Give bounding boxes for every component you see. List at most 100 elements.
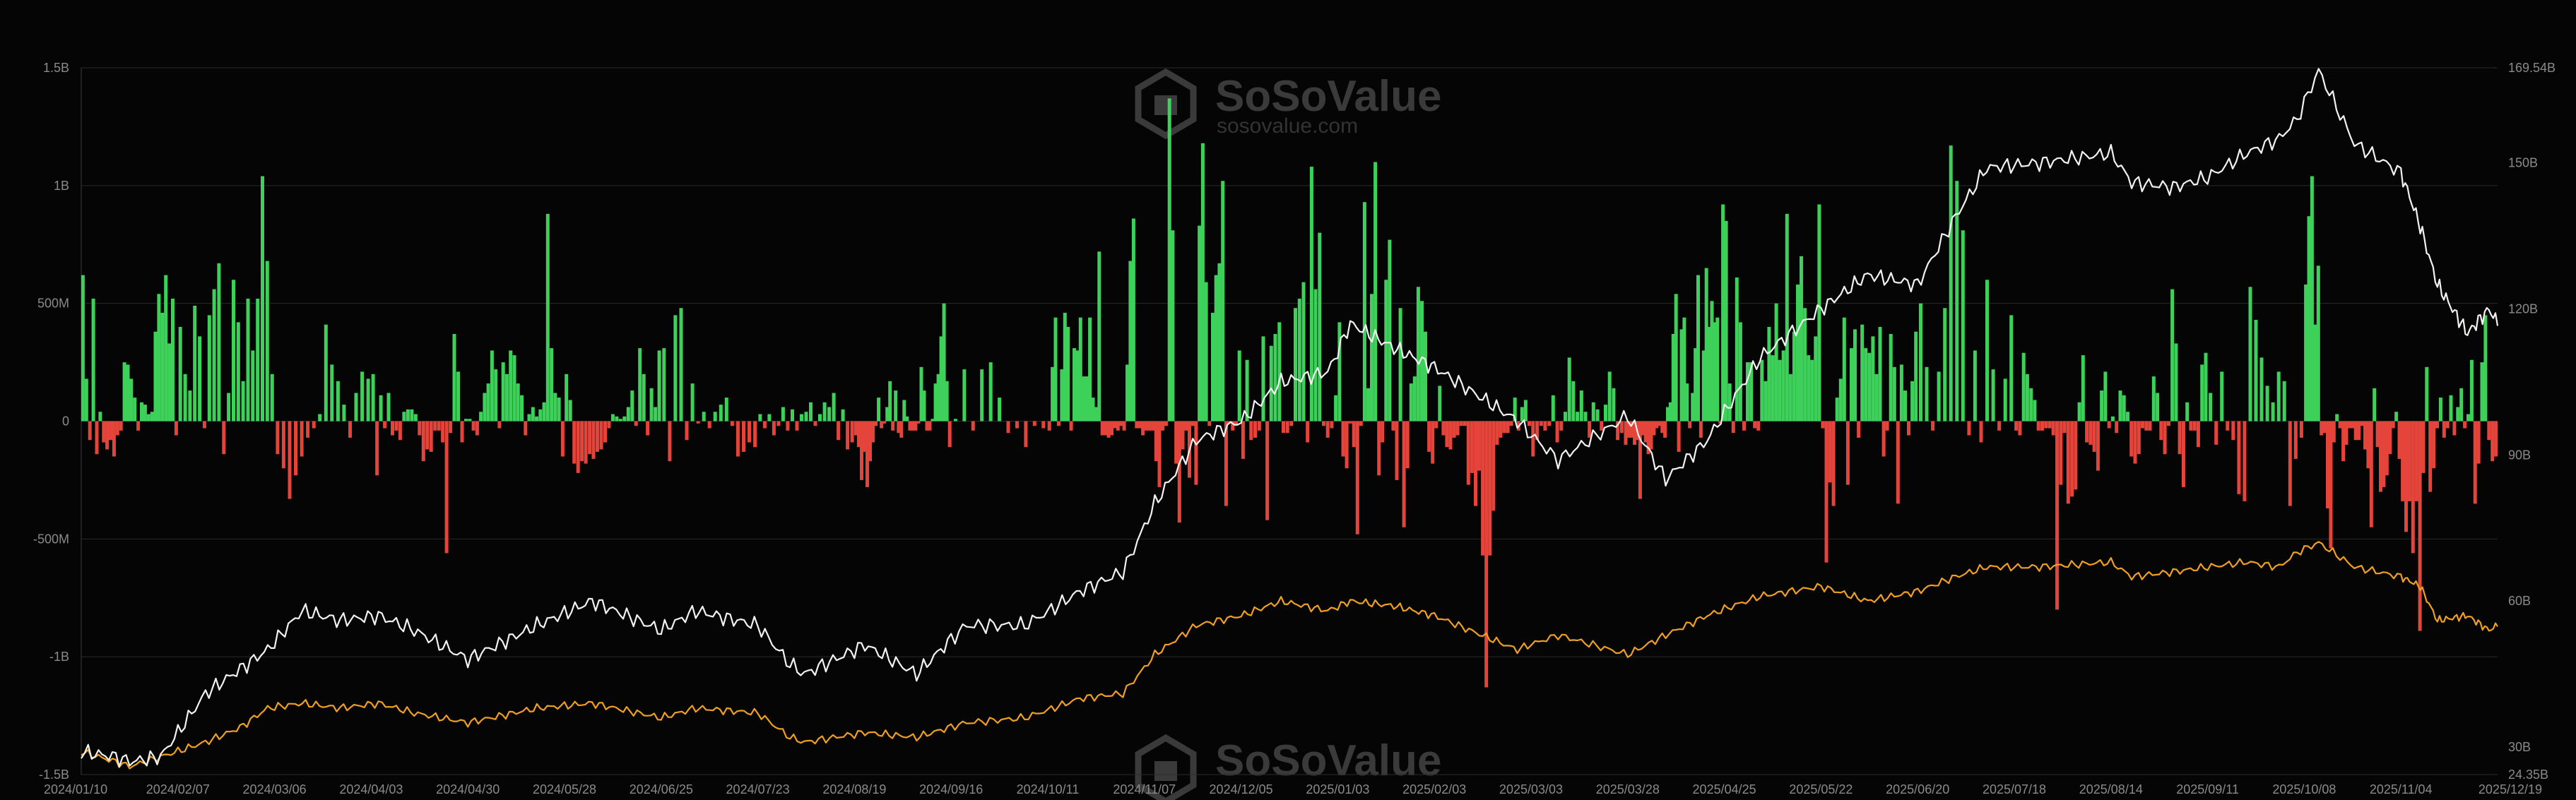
outflow-bar [1824, 421, 1828, 563]
outflow-bar [1161, 421, 1165, 431]
inflow-bar [1781, 350, 1785, 422]
inflow-bar [1973, 350, 1977, 422]
sosovalue-logo-icon [1135, 68, 1197, 140]
inflow-bar [2276, 371, 2281, 422]
outflow-bar [971, 421, 975, 431]
outflow-bar [863, 421, 866, 452]
inflow-bar [1899, 364, 1903, 422]
inflow-bar [2009, 315, 2014, 422]
outflow-bar [1104, 421, 1108, 436]
inflow-bar [354, 393, 358, 422]
x-tick-label: 2024/07/23 [726, 782, 790, 796]
outflow-bar [795, 421, 799, 431]
outflow-bar [2299, 421, 2303, 438]
outflow-bar [1157, 421, 1162, 487]
inflow-bar [2021, 352, 2026, 422]
outflow-bar [1041, 421, 1046, 429]
inflow-bar [1269, 345, 1273, 422]
outflow-bar [1857, 421, 1861, 438]
outflow-bar [2411, 421, 2415, 554]
inflow-bar [1078, 317, 1082, 422]
inflow-bar [1961, 230, 1965, 422]
outflow-bar [2096, 421, 2100, 471]
outflow-bar [2407, 421, 2411, 501]
outflow-bar [753, 421, 757, 448]
inflow-bar [410, 409, 414, 422]
inflow-bar [1094, 407, 1098, 422]
inflow-bar [1943, 308, 1947, 422]
inflow-bar [2220, 371, 2224, 422]
outflow-bar [2066, 421, 2070, 504]
outflow-bar [1391, 421, 1395, 431]
outflow-bar [312, 421, 316, 429]
outflow-bar [1032, 421, 1036, 426]
outflow-bar [1649, 421, 1653, 450]
outflow-bar [1688, 421, 1692, 429]
right-axis: 24.35B 30B 60B 90B 120B 150B 169.54B [2508, 61, 2556, 782]
inflow-bar [1713, 322, 1717, 422]
outflow-bar [911, 421, 915, 431]
outflow-bar [1110, 421, 1113, 436]
inflow-bar [1788, 374, 1792, 422]
inflow-bar [1523, 400, 1528, 422]
inflow-bar [1318, 232, 1322, 422]
inflow-bar [936, 374, 940, 422]
outflow-bar [868, 421, 872, 462]
y-left-tick-label: -1B [49, 650, 69, 664]
inflow-bar [713, 412, 717, 422]
inflow-bar [2122, 395, 2126, 422]
inflow-bar [630, 390, 634, 422]
inflow-bar [2033, 400, 2037, 422]
y-right-tick-label: 90B [2508, 448, 2531, 462]
outflow-bar [1652, 421, 1656, 436]
outflow-bar [588, 421, 592, 455]
y-right-tick-label: 150B [2508, 156, 2538, 170]
outflow-bar [813, 421, 817, 426]
inflow-bar [2438, 398, 2442, 422]
outflow-bar [603, 421, 607, 443]
inflow-bar [1727, 383, 1732, 422]
outflow-bar [2051, 421, 2055, 436]
outflow-bar [136, 421, 141, 431]
inflow-bar [207, 315, 211, 422]
outflow-bar [776, 421, 781, 426]
outflow-bar [95, 421, 99, 455]
outflow-bar [1445, 421, 1449, 448]
inflow-bar [1937, 371, 1941, 422]
outflow-bar [908, 421, 912, 431]
inflow-bar [1171, 230, 1175, 422]
outflow-bar [947, 421, 952, 448]
outflow-bar [1106, 421, 1111, 438]
inflow-bar [1221, 181, 1225, 422]
inflow-bar [1910, 381, 1915, 422]
inflow-bar [1860, 324, 1865, 422]
inflow-bar [2459, 388, 2464, 422]
inflow-bar [1853, 329, 1857, 422]
inflow-bar [324, 324, 328, 422]
inflow-bar [1217, 263, 1222, 422]
flow-bars [81, 98, 2498, 688]
outflow-bar [1646, 421, 1650, 455]
inflow-bar [1167, 98, 1171, 422]
inflow-bar [366, 378, 370, 422]
inflow-bar [1685, 383, 1689, 422]
outflow-bar [222, 421, 226, 455]
inflow-bar [1362, 202, 1366, 422]
outflow-bar [2196, 421, 2200, 448]
outflow-bar [524, 421, 528, 436]
outflow-bar [1559, 421, 1564, 431]
inflow-bar [1245, 359, 1249, 422]
outflow-bar [1224, 421, 1228, 506]
outflow-bar [882, 421, 887, 424]
inflow-bar [1214, 275, 1218, 422]
inflow-bar [227, 393, 231, 422]
inflow-bar [527, 414, 531, 422]
inflow-bar [2480, 362, 2484, 422]
inflow-bar [1674, 294, 1678, 422]
outflow-bar [742, 421, 745, 452]
inflow-bar [520, 395, 524, 422]
inflow-bar [654, 407, 658, 422]
outflow-bar [2192, 421, 2197, 431]
x-tick-label: 2025/04/25 [1693, 782, 1756, 796]
outflow-bar [1881, 421, 1886, 457]
